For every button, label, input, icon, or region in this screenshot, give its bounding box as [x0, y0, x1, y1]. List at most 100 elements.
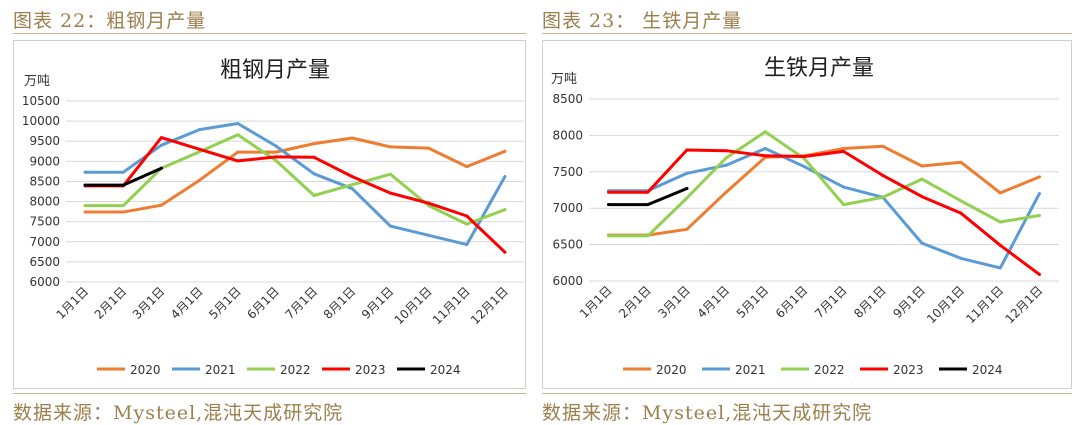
x-tick-label: 5月1日: [206, 284, 244, 322]
data-point-2023: [724, 149, 728, 153]
data-point-2021: [802, 165, 806, 169]
y-tick-label: 7000: [552, 201, 583, 215]
legend-label-2021: 2021: [205, 363, 236, 377]
left-figure-title: 图表 22：粗钢月产量: [13, 10, 207, 32]
x-tick-label: 2月1日: [616, 283, 654, 321]
y-tick-label: 7500: [29, 215, 60, 229]
data-point-2023: [388, 191, 392, 195]
x-tick-label: 1月1日: [54, 284, 92, 322]
data-point-2020: [350, 136, 354, 140]
y-tick-label: 7000: [29, 235, 60, 249]
series-line-2021: [607, 147, 1041, 270]
x-tick-label: 7月1日: [812, 283, 850, 321]
data-point-2022: [312, 194, 316, 198]
data-point-2023: [312, 155, 316, 159]
data-point-2022: [724, 156, 728, 160]
data-point-2022: [685, 196, 689, 200]
y-axis-unit-label: 万吨: [24, 74, 50, 89]
y-tick-label: 6500: [29, 255, 60, 269]
data-point-2021: [959, 256, 963, 260]
data-point-2021: [388, 224, 392, 228]
data-point-2021: [83, 170, 87, 174]
y-tick-label: 8000: [29, 195, 60, 209]
data-point-2023: [802, 155, 806, 159]
data-point-2022: [763, 130, 767, 134]
data-point-2024: [646, 203, 650, 207]
data-point-2023: [1037, 272, 1041, 276]
data-point-2023: [159, 136, 163, 140]
legend-label-2020: 2020: [656, 363, 687, 377]
data-point-2020: [236, 150, 240, 154]
data-point-2023: [350, 175, 354, 179]
x-tick-label: 8月1日: [851, 283, 889, 321]
data-point-2024: [607, 203, 611, 207]
data-point-2021: [236, 122, 240, 126]
chart-title: 粗钢月产量: [220, 58, 330, 83]
x-tick-label: 4月1日: [168, 284, 206, 322]
data-point-2020: [920, 164, 924, 168]
data-point-2022: [1037, 213, 1041, 217]
series-line-2022: [607, 130, 1041, 238]
data-point-2024: [121, 183, 125, 187]
x-tick-label: 7月1日: [283, 284, 321, 322]
series-line-2021: [83, 122, 507, 247]
data-point-2021: [465, 243, 469, 247]
right-source-note: 数据来源：Mysteel,混沌天成研究院: [542, 402, 873, 424]
x-tick-label: 9月1日: [359, 284, 397, 322]
data-point-2023: [503, 250, 507, 254]
x-tick-label: 10月1日: [924, 283, 967, 326]
data-point-2020: [388, 145, 392, 149]
data-point-2022: [83, 204, 87, 208]
legend-label-2022: 2022: [280, 363, 311, 377]
data-point-2023: [685, 148, 689, 152]
data-point-2021: [274, 144, 278, 148]
data-point-2021: [763, 147, 767, 151]
data-point-2021: [350, 187, 354, 191]
y-tick-label: 8000: [552, 128, 583, 142]
data-point-2023: [465, 214, 469, 218]
right-footer-rule: [542, 393, 1072, 394]
data-point-2020: [724, 190, 728, 194]
x-tick-label: 9月1日: [890, 283, 928, 321]
x-tick-label: 12月1日: [468, 284, 511, 327]
y-tick-label: 10000: [22, 114, 60, 128]
x-tick-label: 6月1日: [244, 284, 282, 322]
legend-label-2024: 2024: [430, 363, 461, 377]
data-point-2023: [236, 159, 240, 163]
data-point-2022: [388, 172, 392, 176]
y-tick-label: 8500: [552, 92, 583, 106]
data-point-2021: [312, 172, 316, 176]
data-point-2023: [646, 190, 650, 194]
series-line-2023: [83, 136, 507, 254]
data-point-2023: [959, 211, 963, 215]
data-point-2020: [198, 178, 202, 182]
data-point-2022: [121, 204, 125, 208]
data-point-2021: [685, 171, 689, 175]
y-tick-label: 6000: [552, 274, 583, 288]
data-point-2020: [427, 146, 431, 150]
legend-label-2021: 2021: [735, 363, 766, 377]
data-point-2020: [998, 191, 1002, 195]
y-tick-label: 6500: [552, 238, 583, 252]
series-line-2020: [607, 144, 1041, 237]
data-point-2020: [465, 165, 469, 169]
data-point-2023: [842, 149, 846, 153]
data-point-2022: [881, 195, 885, 199]
data-point-2022: [236, 133, 240, 137]
data-point-2022: [646, 234, 650, 238]
y-tick-label: 7500: [552, 165, 583, 179]
x-tick-label: 3月1日: [130, 284, 168, 322]
x-tick-label: 1月1日: [577, 283, 615, 321]
left-footer-rule: [13, 393, 526, 394]
data-point-2022: [465, 222, 469, 226]
legend-label-2022: 2022: [814, 363, 845, 377]
y-axis-unit-label: 万吨: [551, 72, 577, 87]
data-point-2022: [607, 234, 611, 238]
data-point-2023: [427, 201, 431, 205]
legend-label-2024: 2024: [972, 363, 1003, 377]
y-tick-label: 6000: [29, 275, 60, 289]
data-point-2020: [881, 144, 885, 148]
x-tick-label: 11月1日: [963, 283, 1006, 326]
